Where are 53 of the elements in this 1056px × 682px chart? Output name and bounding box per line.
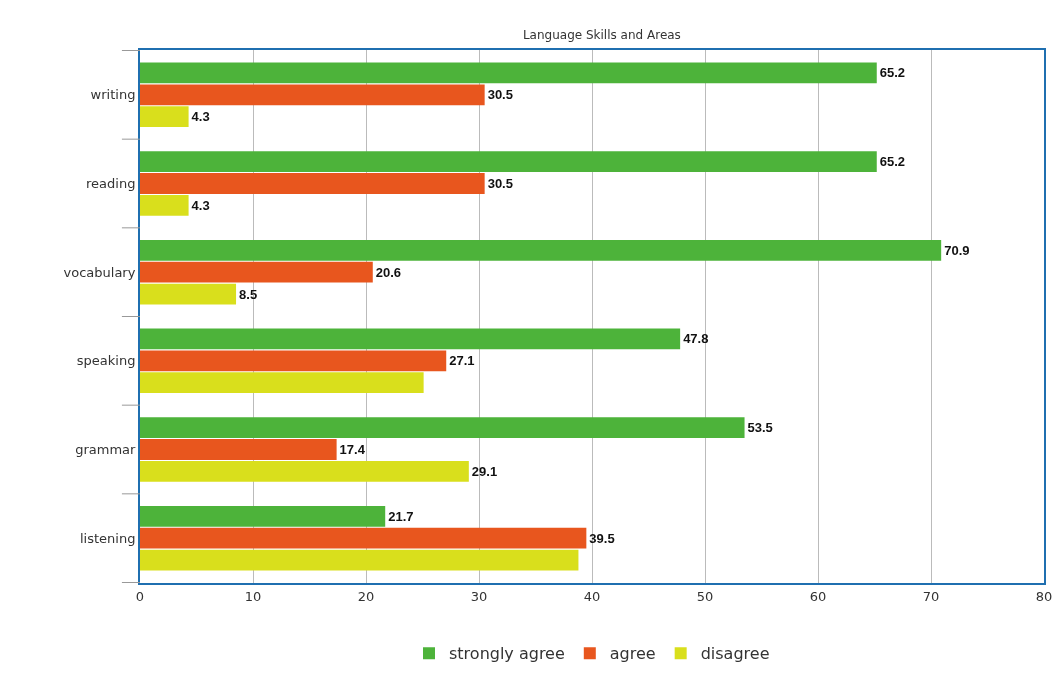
y-tick-label: writing [90,87,136,103]
data-label: 70.9 [944,242,970,258]
x-tick-label: 20 [357,588,375,604]
chart-title: Language Skills and Areas [522,28,681,43]
data-label: 17.4 [339,442,366,457]
bar [140,417,745,439]
y-tick-label: grammar [75,442,137,458]
data-label: 30.5 [487,87,513,103]
y-tick-label: listening [79,530,136,546]
data-label: 4.3 [191,197,210,213]
data-label: 65.2 [879,154,906,170]
x-tick-label: 0 [135,588,145,604]
data-label: 29.1 [471,463,498,479]
data-label: 47.8 [683,331,709,347]
legend-label: agree [609,644,656,664]
bar [140,151,877,173]
bar [140,62,877,84]
x-tick-label: 80 [1035,588,1053,604]
x-tick-label: 50 [696,588,714,604]
legend-label: strongly agree [449,644,565,664]
data-label: 27.1 [449,353,475,369]
legend-label: disagree [700,644,770,664]
data-label: 65.2 [879,65,906,81]
bar [140,549,579,571]
x-tick-label: 30 [470,588,488,604]
bar [140,239,942,261]
bar [140,328,681,350]
bar [140,505,386,527]
data-label: 39.5 [589,530,615,546]
data-label: 30.5 [487,176,513,191]
bar [140,283,237,305]
data-label: 21.7 [388,508,414,524]
bar [140,84,485,106]
x-tick-label: 60 [809,588,827,604]
y-tick-label: reading [86,176,136,192]
bar [140,261,373,283]
bar [140,350,447,372]
y-tick-label: speaking [76,353,136,369]
bar [140,194,189,216]
x-tick-label: 10 [244,588,262,604]
bar [140,173,485,194]
bar [140,439,337,460]
y-tick-label: vocabulary [63,264,136,280]
bar [140,106,189,128]
data-label: 53.5 [747,420,773,436]
bar [140,372,424,394]
data-label: 8.5 [239,286,258,302]
bar [140,527,587,549]
x-tick-label: 40 [583,588,601,604]
bar [140,460,469,482]
data-label: 4.3 [191,109,210,125]
x-tick-label: 70 [922,588,940,604]
data-label: 20.6 [375,264,402,280]
